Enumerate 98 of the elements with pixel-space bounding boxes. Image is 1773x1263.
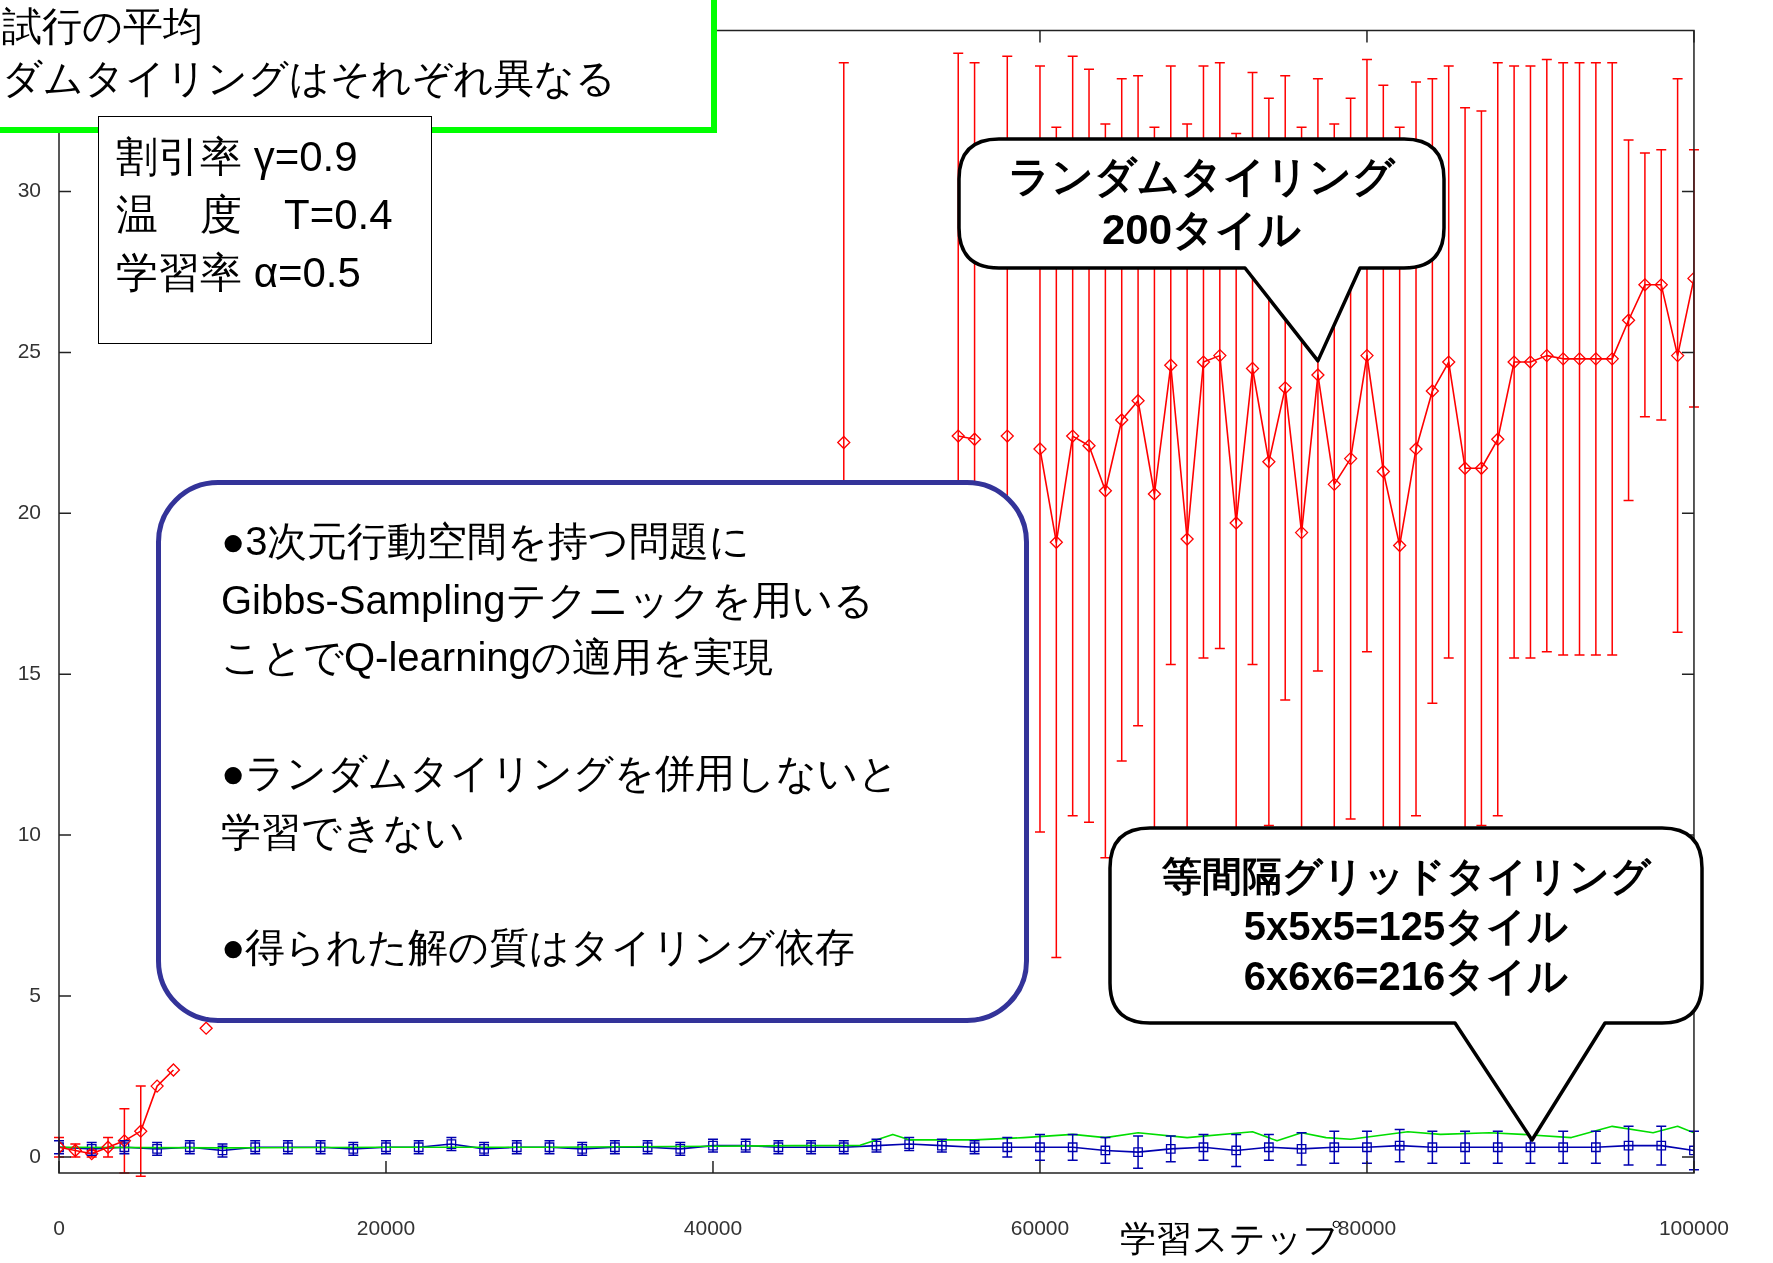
point — [1131, 394, 1145, 408]
point — [1294, 525, 1309, 540]
point — [1670, 348, 1685, 363]
point — [1621, 313, 1636, 327]
point — [1196, 355, 1211, 369]
annotation: 試行の平均 — [2, 3, 203, 50]
point — [1213, 348, 1227, 363]
point — [1623, 1140, 1634, 1151]
point — [1360, 348, 1374, 363]
point — [1343, 451, 1358, 466]
y-tick-label: 5 — [29, 982, 41, 1006]
point — [1165, 1143, 1176, 1154]
point — [1245, 361, 1260, 376]
y-tick-label: 15 — [17, 661, 41, 684]
point — [1523, 355, 1538, 369]
point — [101, 1140, 115, 1154]
point — [1180, 532, 1194, 546]
point — [1409, 442, 1423, 456]
point — [1394, 1140, 1405, 1151]
point — [1474, 461, 1489, 475]
annotation: ダムタイリングはそれぞれ異なる — [2, 55, 616, 102]
point — [1000, 429, 1014, 443]
point — [1458, 461, 1472, 475]
point — [1425, 384, 1440, 398]
x-tick-label: 20000 — [356, 1216, 416, 1240]
point — [150, 1079, 164, 1093]
point — [1590, 1142, 1601, 1153]
point — [1082, 439, 1096, 453]
point — [1656, 1140, 1667, 1151]
y-tick-label: 0 — [29, 1143, 41, 1167]
x-tick-label: 100000 — [1658, 1216, 1729, 1240]
point — [1491, 432, 1505, 446]
annotation: ●3次元行動空間を持つ問題に — [221, 518, 751, 565]
y-tick-label: 10 — [17, 821, 41, 845]
point — [1067, 1142, 1078, 1153]
point — [1460, 1142, 1470, 1153]
x-axis-title: 学習ステップ — [1120, 1217, 1340, 1261]
point — [1035, 1142, 1045, 1153]
point — [199, 1021, 213, 1035]
point — [1442, 355, 1456, 369]
point — [1033, 442, 1047, 456]
y-tick-label: 30 — [17, 178, 41, 202]
point — [166, 1063, 181, 1077]
point — [1540, 348, 1554, 363]
annotation: 温 度 T=0.4 — [116, 190, 393, 240]
point — [1525, 1142, 1536, 1153]
point — [1427, 1142, 1438, 1153]
annotation: ●ランダムタイリングを併用しないと — [221, 750, 900, 797]
point — [967, 432, 982, 446]
point — [1605, 352, 1619, 366]
point — [1278, 381, 1292, 395]
point — [1507, 355, 1521, 369]
point — [1049, 535, 1063, 549]
point — [1231, 1145, 1242, 1156]
point — [1263, 1142, 1274, 1153]
x-tick-label: 40000 — [683, 1216, 743, 1240]
point — [1654, 278, 1668, 292]
point — [1164, 358, 1178, 372]
y-tick-label: 25 — [17, 339, 41, 363]
point — [1133, 1147, 1143, 1157]
point — [134, 1124, 148, 1138]
y-tick-label: 20 — [17, 500, 41, 524]
point — [1262, 455, 1276, 469]
point — [117, 1134, 132, 1148]
point — [1376, 464, 1390, 479]
point — [1100, 1145, 1111, 1156]
point — [1589, 352, 1603, 366]
annotation: 学習できない — [221, 809, 465, 856]
x-tick-label: 80000 — [1337, 1216, 1397, 1240]
annotation: ことでQ-learningの適用を実現 — [221, 634, 773, 681]
annotation: 学習率 α=0.5 — [116, 248, 361, 298]
point — [1311, 368, 1325, 382]
point — [1393, 538, 1407, 553]
point — [1229, 516, 1243, 530]
point — [1558, 1142, 1569, 1153]
point — [951, 429, 965, 443]
annotation: ●得られた解の質はタイリング依存 — [221, 924, 856, 971]
point — [1147, 487, 1162, 501]
x-tick-label: 0 — [53, 1216, 65, 1240]
point — [1572, 352, 1587, 366]
point — [1296, 1143, 1307, 1154]
point — [1066, 429, 1080, 443]
point — [1002, 1142, 1013, 1153]
point — [837, 435, 851, 450]
annotation: Gibbs-Samplingテクニックを用いる — [221, 577, 874, 624]
point — [1198, 1142, 1209, 1153]
point — [1638, 278, 1652, 292]
x-tick-label: 60000 — [1010, 1216, 1070, 1240]
point — [1329, 1142, 1340, 1153]
point — [1362, 1142, 1372, 1153]
point — [1098, 484, 1113, 498]
annotation: 等間隔グリッドタイリング 5x5x5=125タイル 6x6x6=216タイル — [1160, 852, 1653, 1000]
annotation: ランダムタイリング 200タイル — [1007, 152, 1397, 255]
point — [1492, 1142, 1503, 1153]
point — [1556, 352, 1570, 366]
point — [1327, 477, 1341, 491]
annotation: 割引率 γ=0.9 — [116, 132, 358, 182]
point — [1115, 413, 1129, 427]
